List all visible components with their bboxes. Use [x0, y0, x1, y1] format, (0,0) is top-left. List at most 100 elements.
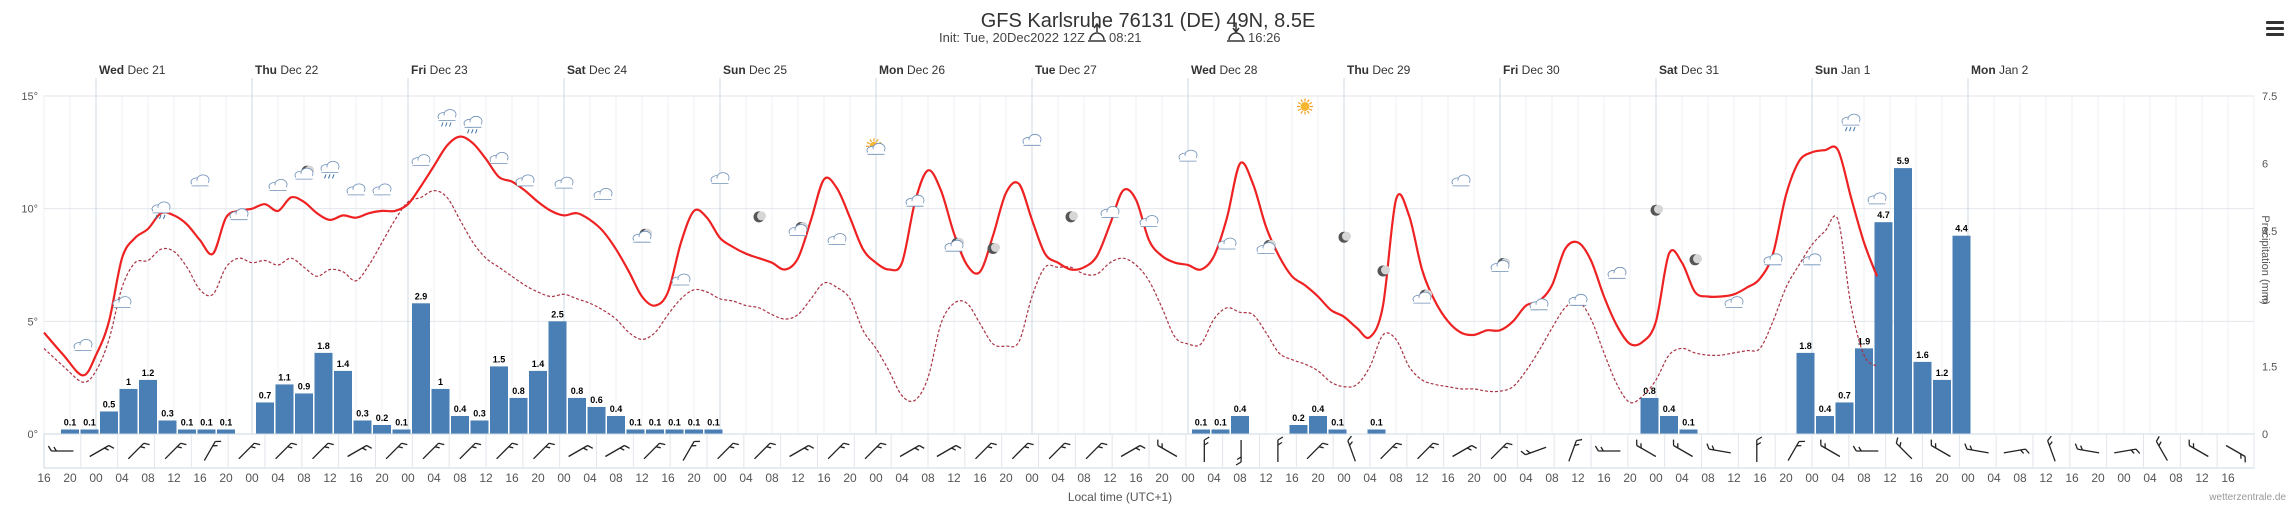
hour-tick-label: 04: [1051, 471, 1065, 485]
hour-tick-label: 00: [1649, 471, 1663, 485]
cloud-icon: [515, 174, 535, 187]
day-label-dow: Thu: [255, 63, 277, 77]
wind-barb-icon: [385, 442, 408, 460]
precip-bar: [1796, 352, 1815, 434]
wind-barb-icon: [164, 442, 187, 460]
cloud-icon: [112, 296, 132, 309]
hour-tick-label: 08: [297, 471, 311, 485]
precip-bar: [1231, 415, 1249, 434]
precip-bar-label: 0.4: [1312, 404, 1325, 414]
precip-bar-label: 0.8: [1643, 386, 1656, 396]
sun-cloud-icon: [866, 138, 886, 155]
precip-bar: [431, 388, 450, 434]
wind-barb-icon: [127, 442, 150, 460]
precip-bar: [197, 429, 216, 434]
moon-icon: [1338, 231, 1351, 243]
hour-tick-label: 00: [2117, 471, 2131, 485]
precip-bar-label: 0.3: [356, 408, 369, 418]
wind-barb-icon: [1520, 446, 1547, 456]
wind-barb-icon: [1820, 439, 1841, 458]
wind-barb-icon: [1787, 440, 1805, 461]
y-tick-right: 7.5: [2262, 91, 2277, 103]
y-axes: 0° 5° 10° 15° 0 1.5 3 4.5 6 7.5: [21, 91, 2277, 441]
precip-bar: [1816, 415, 1834, 434]
wind-barb-icon: [605, 444, 630, 458]
wind-barb-icon: [1852, 445, 1879, 452]
wind-barb-icon: [1011, 442, 1034, 460]
cloud-icon: [1763, 253, 1783, 266]
cloud-icon: [710, 172, 730, 185]
y-tick-right: 3: [2262, 294, 2268, 306]
hour-tick-label: 12: [791, 471, 805, 485]
wind-barb-icon: [1347, 435, 1356, 462]
hour-tick-label: 08: [1545, 471, 1559, 485]
day-label-dow: Mon: [1971, 63, 1996, 77]
day-label: Fri Dec 30: [1503, 63, 1560, 77]
precip-bar-label: 1.5: [493, 354, 506, 364]
cloud-icon: [1100, 205, 1120, 218]
moon-icon: [753, 211, 766, 223]
hour-tick-label: 04: [2143, 471, 2157, 485]
day-label: Thu Dec 29: [1347, 63, 1411, 77]
wind-barb-icon: [1157, 439, 1178, 458]
wind-barb-icon: [1594, 445, 1621, 452]
day-label: Wed Dec 28: [1191, 63, 1258, 77]
moon-cloud-icon: [944, 237, 964, 252]
precip-bar: [1913, 361, 1932, 434]
hour-tick-label: 04: [739, 471, 753, 485]
precip-bar-label: 4.7: [1877, 210, 1890, 220]
hour-tick-label: 04: [1831, 471, 1845, 485]
hour-tick-label: 04: [583, 471, 597, 485]
day-label-dow: Wed: [1191, 63, 1216, 77]
cloud-icon: [1217, 237, 1237, 250]
hour-tick-label: 00: [1337, 471, 1351, 485]
hour-tick-label: 00: [245, 471, 259, 485]
hour-tick-label: 12: [2039, 471, 2053, 485]
precip-bar-label: 4.4: [1955, 224, 1968, 234]
wind-barb-icon: [2047, 435, 2056, 462]
wind-barb-icon: [643, 442, 666, 460]
day-label-date: Jan 2: [1996, 63, 2029, 77]
hour-tick-label: 00: [557, 471, 571, 485]
precip-bar: [607, 415, 625, 434]
precip-bar-label: 0.1: [181, 417, 194, 427]
precip-bar-label: 0.1: [1370, 417, 1383, 427]
hour-tick-label: 04: [271, 471, 285, 485]
wind-row: [43, 433, 2255, 469]
hour-tick-label: 08: [1389, 471, 1403, 485]
precip-bar: [373, 424, 391, 434]
moon-icon: [1065, 211, 1078, 223]
init-line: Init: Tue, 20Dec2022 12Z 08:21 16:26: [939, 22, 1281, 45]
precip-bar: [1874, 222, 1893, 434]
day-label: Tue Dec 27: [1035, 63, 1097, 77]
precip-bar-label: 0.8: [512, 386, 525, 396]
moon-cloud-icon: [632, 228, 652, 243]
wind-barb-icon: [2225, 444, 2246, 463]
hour-tick-label: 08: [765, 471, 779, 485]
hour-tick-label: 12: [479, 471, 493, 485]
day-label: Mon Jan 2: [1971, 63, 2029, 77]
precip-bar-label: 0.1: [200, 417, 213, 427]
precip-bar: [1952, 235, 1971, 434]
cloud-icon: [229, 208, 249, 221]
precip-bar-label: 1.8: [317, 341, 330, 351]
hour-axis: 16 20 00 04 08 12 16 20 00 04 08 12 16 20 00 04 08 12 16 20…: [37, 471, 2235, 485]
hamburger-menu-icon[interactable]: [2266, 18, 2284, 39]
precip-bar-label: 0.4: [454, 404, 467, 414]
wind-barb-icon: [1706, 443, 1731, 454]
hour-tick-label: 20: [1623, 471, 1637, 485]
cloud-icon: [1867, 192, 1887, 205]
precip-bar: [1855, 348, 1873, 434]
precip-bar-label: 0.1: [1682, 417, 1695, 427]
hour-tick-label: 00: [1961, 471, 1975, 485]
temperature-line: [43, 135, 1879, 377]
y-tick-left: 10°: [21, 204, 38, 216]
day-label: Mon Dec 26: [879, 63, 945, 77]
hour-tick-label: 08: [921, 471, 935, 485]
hour-tick-label: 16: [505, 471, 519, 485]
precip-bar: [665, 429, 684, 434]
chart-title: GFS Karlsruhe 76131 (DE) 49N, 8.5E: [981, 10, 1316, 32]
hour-tick-label: 20: [219, 471, 233, 485]
moon-cloud-icon: [1412, 289, 1432, 304]
